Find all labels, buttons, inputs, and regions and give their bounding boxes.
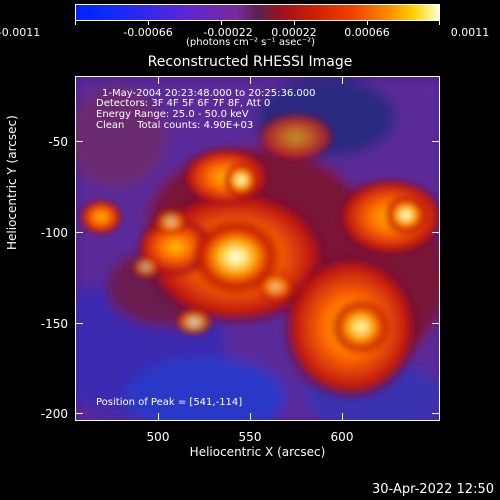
x-tick <box>250 413 251 421</box>
colorbar-tick <box>367 21 368 25</box>
y-tick <box>432 141 440 142</box>
y-tick <box>75 141 83 142</box>
colorbar-units: (photons cm⁻² s⁻¹ asec⁻²) <box>186 37 316 48</box>
y-tick <box>75 232 83 233</box>
x-tick-label: 500 <box>146 430 170 444</box>
detectors-label: Detectors: 3F 4F 5F 6F 7F 8F, Att 0 <box>96 98 271 109</box>
x-tick <box>158 413 159 421</box>
colorbar-label: -0.0011 <box>0 26 41 39</box>
x-axis-label: Heliocentric X (arcsec) <box>189 445 326 459</box>
peak-position-label: Position of Peak = [541,-114] <box>96 397 243 408</box>
x-tick-label: 600 <box>330 430 354 444</box>
energy-range-label: Energy Range: 25.0 - 50.0 keV <box>96 109 249 120</box>
y-tick-label: -100 <box>40 226 68 240</box>
colorbar-label: -0.00022 <box>203 26 253 39</box>
y-tick <box>432 232 440 233</box>
x-tick <box>158 76 159 84</box>
colorbar-tick <box>75 21 76 25</box>
clean-counts-label: Clean Total counts: 4.90E+03 <box>96 120 254 131</box>
y-tick-label: -200 <box>40 407 68 421</box>
y-tick <box>432 413 440 414</box>
colorbar-label: 0.00066 <box>344 26 390 39</box>
colorbar-label: 0.0011 <box>450 26 490 39</box>
y-tick-label: -150 <box>40 317 68 331</box>
x-tick-label: 550 <box>238 430 262 444</box>
colorbar-tick <box>148 21 149 25</box>
colorbar-tick <box>439 21 440 25</box>
rhessi-image <box>75 76 440 421</box>
colorbar <box>75 4 440 21</box>
x-tick <box>342 413 343 421</box>
y-axis-label: Heliocentric Y (arcsec) <box>5 115 19 250</box>
timestamp: 30-Apr-2022 12:50 <box>372 482 494 497</box>
rhessi-heatmap <box>76 77 439 420</box>
x-tick <box>250 76 251 84</box>
y-tick <box>75 413 83 414</box>
colorbar-label: -0.00066 <box>123 26 173 39</box>
y-tick <box>432 323 440 324</box>
y-tick <box>75 323 83 324</box>
time-range-label: 1-May-2004 20:23:48.000 to 20:25:36.000 <box>102 88 316 99</box>
colorbar-tick <box>221 21 222 25</box>
x-tick <box>342 76 343 84</box>
colorbar-tick <box>294 21 295 25</box>
image-title: Reconstructed RHESSI Image <box>147 54 353 70</box>
y-tick-label: -50 <box>48 135 68 149</box>
colorbar-label: 0.00022 <box>271 26 317 39</box>
